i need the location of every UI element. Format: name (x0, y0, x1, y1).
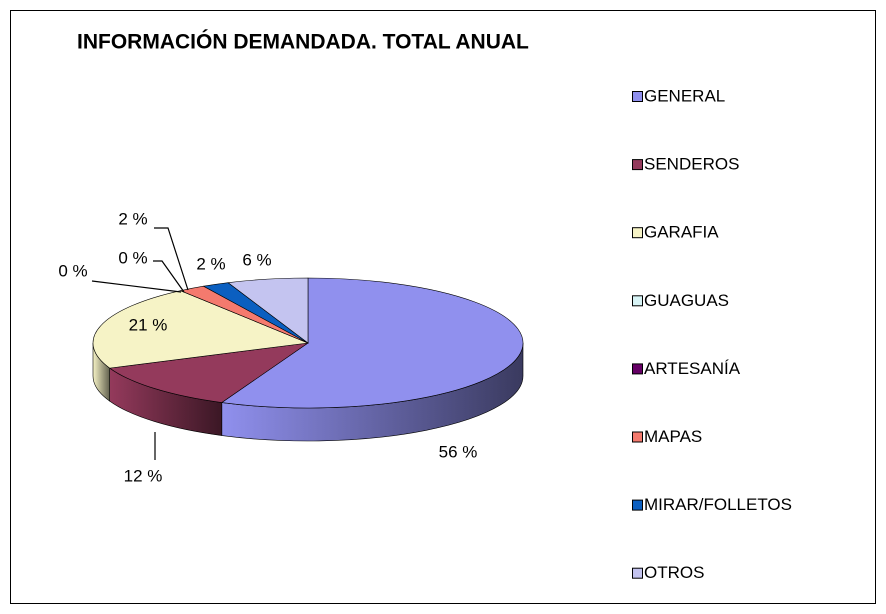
data-label: 2 % (118, 209, 147, 228)
data-label: 2 % (196, 254, 225, 273)
legend-label: GARAFIA (644, 223, 719, 242)
slice (108, 342, 309, 403)
legend-swatch (632, 499, 643, 511)
legend-swatch (632, 295, 643, 307)
slice (227, 277, 309, 344)
legend-swatch (632, 227, 643, 239)
leader-line (154, 227, 189, 291)
slice (92, 290, 310, 369)
legend-swatch (632, 431, 643, 443)
leader-line (153, 260, 185, 293)
data-label: 12 % (124, 466, 163, 485)
data-label: 0 % (118, 248, 147, 267)
legend-label: GENERAL (644, 86, 725, 105)
leader-line (91, 280, 182, 293)
legend-swatch (632, 363, 643, 375)
data-label: 6 % (242, 250, 271, 269)
data-label: 56 % (439, 442, 478, 461)
legend-label: OTROS (644, 563, 704, 582)
slice (220, 277, 524, 409)
chart-title: INFORMACIÓN DEMANDADA. TOTAL ANUAL (77, 30, 529, 54)
legend-label: ARTESANÍA (644, 359, 741, 378)
legend-swatch (632, 91, 643, 102)
legend-label: MAPAS (644, 427, 702, 446)
legend-label: GUAGUAS (644, 291, 729, 310)
legend-label: SENDEROS (644, 155, 739, 174)
legend-label: MIRAR/FOLLETOS (644, 495, 792, 514)
legend-swatch (632, 159, 643, 171)
legend-swatch (632, 567, 643, 579)
data-label: 21 % (129, 315, 168, 334)
data-label: 0 % (58, 261, 87, 280)
